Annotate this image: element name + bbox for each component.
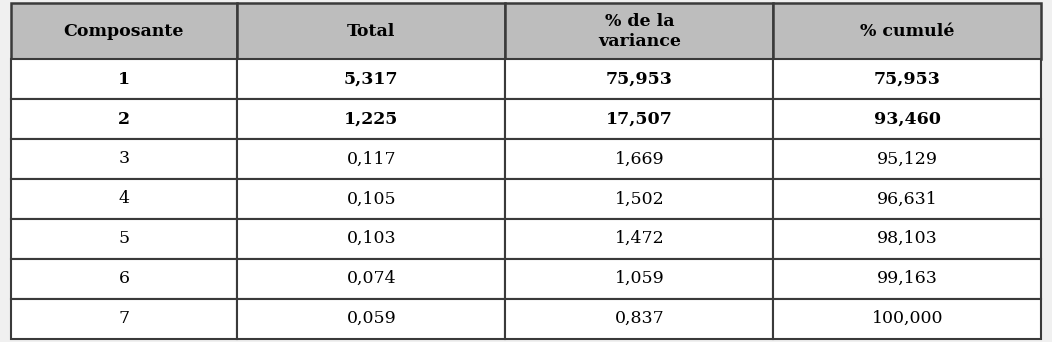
Text: 1,225: 1,225: [344, 110, 399, 128]
Text: Total: Total: [347, 23, 396, 40]
Text: 1,472: 1,472: [614, 230, 664, 247]
Bar: [238, 259, 505, 299]
Bar: [11, 3, 238, 59]
Bar: [505, 179, 773, 219]
Text: 1,502: 1,502: [614, 190, 664, 207]
Bar: [505, 139, 773, 179]
Text: 4: 4: [119, 190, 129, 207]
Bar: [505, 59, 773, 99]
Text: 93,460: 93,460: [874, 110, 940, 128]
Bar: [505, 3, 773, 59]
Text: 0,103: 0,103: [346, 230, 397, 247]
Bar: [238, 59, 505, 99]
Text: 0,074: 0,074: [346, 270, 397, 287]
Bar: [773, 299, 1041, 339]
Text: Composante: Composante: [64, 23, 184, 40]
Text: 3: 3: [119, 150, 129, 168]
Text: 2: 2: [118, 110, 130, 128]
Bar: [238, 3, 505, 59]
Text: 1,059: 1,059: [614, 270, 664, 287]
Text: 1: 1: [118, 70, 130, 88]
Text: 98,103: 98,103: [877, 230, 937, 247]
Text: 7: 7: [119, 310, 129, 327]
Text: 1,669: 1,669: [614, 150, 664, 168]
Text: 99,163: 99,163: [877, 270, 938, 287]
Bar: [11, 59, 238, 99]
Text: 0,105: 0,105: [346, 190, 397, 207]
Bar: [773, 219, 1041, 259]
Bar: [773, 139, 1041, 179]
Text: 100,000: 100,000: [872, 310, 944, 327]
Text: 5,317: 5,317: [344, 70, 399, 88]
Text: 0,059: 0,059: [346, 310, 397, 327]
Text: 0,117: 0,117: [346, 150, 397, 168]
Bar: [11, 299, 238, 339]
Text: 96,631: 96,631: [877, 190, 937, 207]
Text: 75,953: 75,953: [606, 70, 673, 88]
Bar: [773, 3, 1041, 59]
Bar: [11, 179, 238, 219]
Text: 17,507: 17,507: [606, 110, 673, 128]
Bar: [773, 99, 1041, 139]
Bar: [238, 299, 505, 339]
Bar: [773, 179, 1041, 219]
Text: 6: 6: [119, 270, 129, 287]
Bar: [11, 139, 238, 179]
Bar: [505, 259, 773, 299]
Bar: [773, 259, 1041, 299]
Text: % de la
variance: % de la variance: [598, 13, 681, 50]
Bar: [238, 99, 505, 139]
Text: % cumulé: % cumulé: [861, 23, 955, 40]
Bar: [238, 179, 505, 219]
Bar: [238, 219, 505, 259]
Bar: [238, 139, 505, 179]
Bar: [11, 259, 238, 299]
Text: 75,953: 75,953: [874, 70, 940, 88]
Text: 0,837: 0,837: [614, 310, 664, 327]
Bar: [11, 99, 238, 139]
Text: 5: 5: [119, 230, 129, 247]
Bar: [11, 219, 238, 259]
Bar: [505, 219, 773, 259]
Text: 95,129: 95,129: [877, 150, 938, 168]
Bar: [773, 59, 1041, 99]
Bar: [505, 99, 773, 139]
Bar: [505, 299, 773, 339]
